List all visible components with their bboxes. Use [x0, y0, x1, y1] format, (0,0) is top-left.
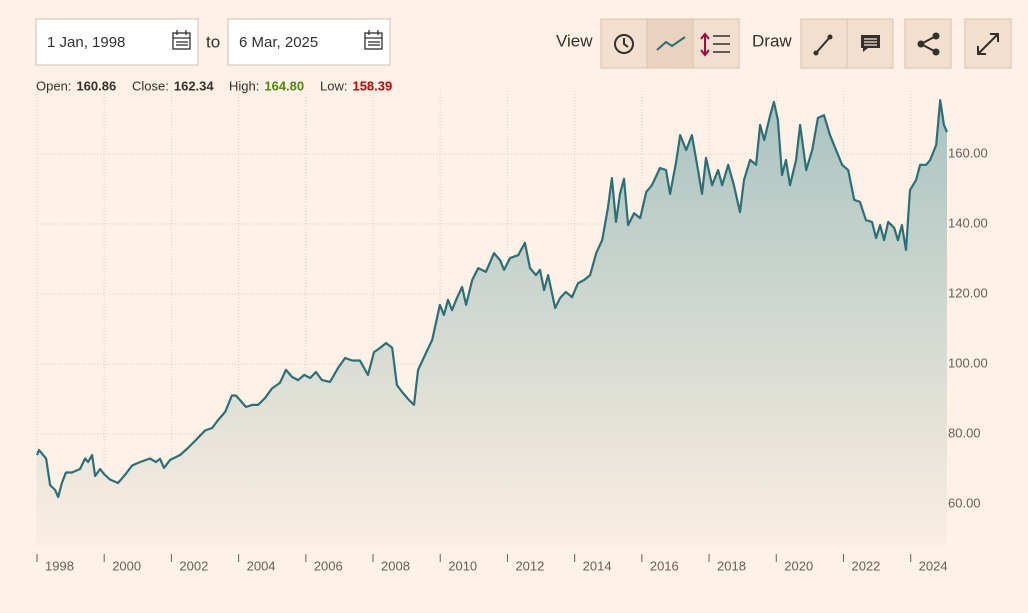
x-tick-label: 2018	[717, 558, 746, 573]
stat-value: 164.80	[264, 78, 304, 93]
x-tick-label: 2020	[784, 558, 813, 573]
annotation-button[interactable]	[846, 18, 894, 69]
from-date: 1 Jan, 1998	[47, 34, 125, 51]
stat-value: 158.39	[352, 78, 392, 93]
x-tick-label: 2010	[448, 558, 477, 573]
stat-label: Low:	[320, 78, 347, 93]
x-tick-label: 2024	[919, 558, 948, 573]
share-button[interactable]	[904, 18, 952, 69]
stat-label: Open:	[36, 78, 71, 93]
line-view-button[interactable]	[646, 18, 694, 69]
x-tick-label: 2008	[381, 558, 410, 573]
stat-value: 160.86	[76, 78, 116, 93]
stat-value: 162.34	[174, 78, 215, 93]
from-date-input[interactable]: 1 Jan, 1998	[35, 18, 199, 66]
price-line	[35, 99, 949, 499]
x-tick-label: 2002	[179, 558, 208, 573]
y-tick-label: 160.00	[948, 145, 988, 160]
x-tick-label: 1998	[45, 558, 74, 573]
time-button[interactable]	[600, 18, 648, 69]
x-tick-label: 2016	[650, 558, 679, 573]
to-date-input[interactable]: 6 Mar, 2025	[227, 18, 391, 66]
fullscreen-button[interactable]	[964, 18, 1012, 69]
to-label: to	[206, 32, 220, 51]
y-tick-label: 100.00	[948, 355, 988, 370]
plot-area: 60.00 80.00 100.00 120.00 140.00 160.00 1998 20…	[35, 91, 988, 573]
x-tick-label: 2022	[851, 558, 880, 573]
x-tick-label: 2006	[314, 558, 343, 573]
y-tick-label: 140.00	[948, 215, 988, 230]
price-stats: Open: 160.86 Close: 162.34 High: 164.80 Low: 15…	[36, 78, 392, 93]
stat-label: Close:	[132, 78, 169, 93]
x-tick-label: 2004	[247, 558, 276, 573]
x-tick-label: 2014	[583, 558, 612, 573]
draw-label: Draw	[752, 31, 792, 50]
to-date: 6 Mar, 2025	[239, 34, 318, 51]
area	[37, 100, 947, 546]
view-label: View	[556, 31, 593, 50]
comparison-button[interactable]	[692, 18, 740, 69]
y-tick-label: 120.00	[948, 285, 988, 300]
draw-line-button[interactable]	[800, 18, 848, 69]
x-tick-label: 2000	[112, 558, 141, 573]
stat-label: High:	[229, 78, 259, 93]
y-tick-label: 80.00	[948, 425, 981, 440]
y-tick-label: 60.00	[948, 495, 981, 510]
x-tick-label: 2012	[515, 558, 544, 573]
